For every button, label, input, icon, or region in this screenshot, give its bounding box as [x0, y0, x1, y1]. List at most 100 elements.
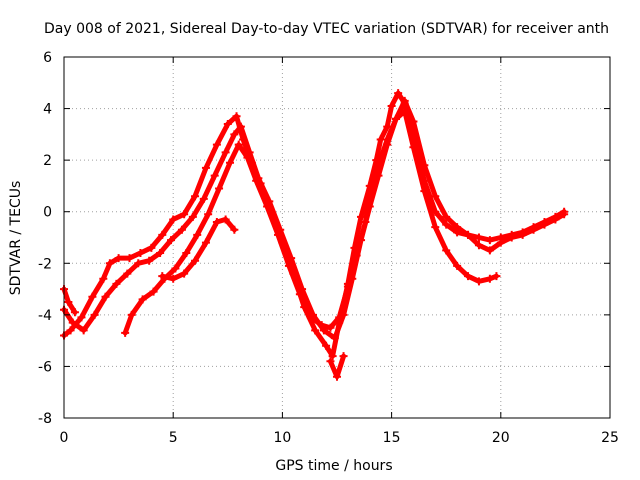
data-point — [326, 357, 335, 366]
data-point — [243, 153, 252, 162]
data-point — [442, 212, 451, 221]
data-point — [507, 233, 516, 242]
grid — [64, 57, 610, 418]
data-point — [326, 323, 335, 332]
x-tick-label: 15 — [383, 430, 401, 446]
x-axis-label: GPS time / hours — [275, 458, 392, 474]
data-point — [79, 326, 88, 335]
y-axis-label: SDTVAR / TECUs — [8, 181, 24, 296]
data-point — [263, 202, 272, 211]
data-point — [409, 117, 418, 126]
data-point — [383, 122, 392, 131]
data-point — [77, 313, 86, 322]
data-point — [361, 218, 370, 227]
x-tick-label: 10 — [273, 430, 291, 446]
data-point — [230, 130, 239, 139]
data-point — [177, 225, 186, 234]
data-point — [236, 122, 245, 131]
data-point — [485, 246, 494, 255]
data-point — [112, 279, 121, 288]
data-point — [182, 248, 191, 257]
data-point — [191, 192, 200, 201]
data-point — [420, 187, 429, 196]
data-point — [88, 292, 97, 301]
data-point — [551, 215, 560, 224]
data-point — [400, 96, 409, 105]
data-point — [191, 256, 200, 265]
data-point — [560, 210, 569, 219]
data-point — [474, 277, 483, 286]
data-point — [518, 230, 527, 239]
data-point — [70, 308, 79, 317]
data-point — [221, 215, 230, 224]
data-point — [284, 261, 293, 270]
data-point — [123, 269, 132, 278]
x-tick-label: 0 — [60, 430, 69, 446]
data-point — [201, 238, 210, 247]
plot-frame — [63, 56, 611, 419]
data-point — [311, 326, 320, 335]
data-point — [365, 189, 374, 198]
data-point — [232, 112, 241, 121]
data-point — [540, 220, 549, 229]
x-tick-label: 5 — [169, 430, 178, 446]
data-point — [453, 223, 462, 232]
data-point — [199, 194, 208, 203]
data-point — [147, 243, 156, 252]
data-point — [180, 210, 189, 219]
data-point — [221, 148, 230, 157]
data-point — [295, 290, 304, 299]
data-point — [529, 225, 538, 234]
data-point — [391, 114, 400, 123]
data-point — [171, 264, 180, 273]
data-point — [64, 297, 73, 306]
y-tick-label: 6 — [43, 50, 52, 66]
data-point — [101, 292, 110, 301]
data-point — [105, 259, 114, 268]
data-point — [212, 140, 221, 149]
data-point — [464, 230, 473, 239]
data-point — [121, 328, 130, 337]
data-point — [335, 313, 344, 322]
data-point — [442, 246, 451, 255]
data-point — [125, 254, 134, 263]
data-point — [442, 220, 451, 229]
data-point — [496, 238, 505, 247]
data-point — [339, 352, 348, 361]
y-tick-label: 0 — [43, 205, 52, 221]
data-point — [374, 161, 383, 170]
data-point — [138, 295, 147, 304]
data-point — [201, 163, 210, 172]
data-point — [99, 274, 108, 283]
data-point — [90, 310, 99, 319]
data-point — [136, 248, 145, 257]
data-point — [322, 341, 331, 350]
x-tick-label: 20 — [492, 430, 510, 446]
data-point — [252, 176, 261, 185]
data-point — [223, 120, 232, 129]
data-point — [180, 269, 189, 278]
data-point — [383, 135, 392, 144]
data-point — [212, 218, 221, 227]
data-point — [306, 313, 315, 322]
axis-ticks: 0 5 10 15 20 25 -8 -6 -4 -2 0 2 4 6 — [38, 50, 619, 446]
series-track-3 — [122, 108, 499, 336]
data-point — [409, 143, 418, 152]
data-point — [215, 184, 224, 193]
y-tick-label: 2 — [43, 153, 52, 169]
data-point — [230, 225, 239, 234]
data-point — [204, 210, 213, 219]
data-point — [127, 310, 136, 319]
data-point — [394, 89, 403, 98]
data-point — [167, 236, 176, 245]
data-point — [188, 212, 197, 221]
y-tick-label: 4 — [43, 102, 52, 118]
chart-title: Day 008 of 2021, Sidereal Day-to-day VTE… — [44, 21, 609, 37]
data-point — [145, 256, 154, 265]
data-point — [485, 274, 494, 283]
data-point — [343, 282, 352, 291]
y-tick-label: -8 — [38, 411, 52, 427]
data-point — [431, 223, 440, 232]
